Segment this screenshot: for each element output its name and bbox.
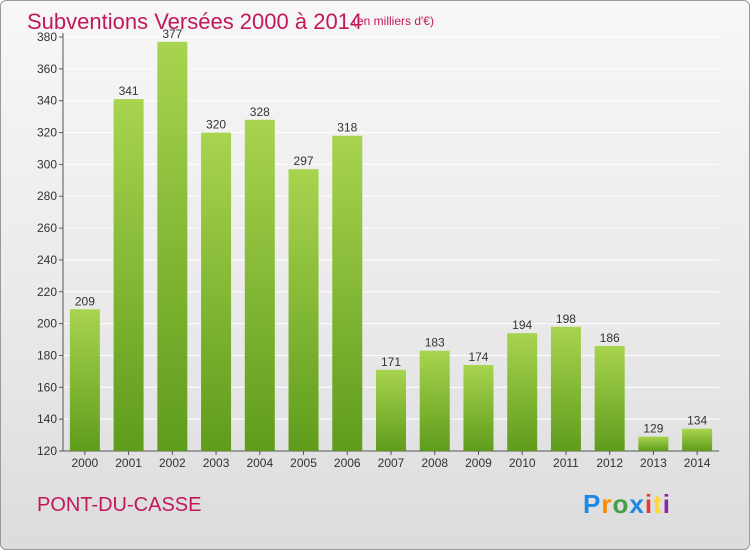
bar-2002 [157,41,188,452]
x-tick-label: 2014 [684,456,711,470]
bar-2007 [376,369,406,451]
chart-title: Subventions Versées 2000 à 2014 [27,9,363,34]
data-label: 171 [381,355,401,369]
y-tick-label: 180 [37,348,57,362]
bar-2011 [550,326,581,451]
bar-2004 [244,119,275,452]
bar-2008 [419,350,450,451]
chart-subtitle: (en milliers d'€) [353,14,434,28]
bar-2003 [201,132,232,452]
logo-letter: P [583,489,602,519]
bar-2001 [113,99,144,451]
bar-2009 [463,365,494,451]
commune-name: PONT-DU-CASSE [37,494,202,516]
x-tick-label: 2005 [290,456,317,470]
logo-letter: o [612,489,630,519]
y-tick-label: 240 [37,253,57,267]
data-label: 209 [75,294,95,308]
x-tick-label: 2000 [72,456,99,470]
data-label: 320 [206,118,226,132]
y-tick-label: 120 [37,444,57,458]
y-tick-label: 320 [37,126,57,140]
x-tick-label: 2013 [640,456,667,470]
y-tick-label: 160 [37,380,57,394]
y-tick-label: 220 [37,285,57,299]
x-tick-label: 2008 [421,456,448,470]
logo-letter: x [629,489,645,519]
logo-letter: r [601,489,613,519]
bar-2012 [594,345,625,451]
data-labels: 209 341 377 320 328 297 318 171 183 174 194 198 186 1… [75,27,708,436]
logo-letter: i [662,489,671,519]
data-label: 174 [468,350,488,364]
y-tick-label: 360 [37,62,57,76]
data-label: 134 [687,414,707,428]
data-label: 183 [425,336,445,350]
bar-2014 [682,428,713,451]
data-label: 194 [512,318,532,332]
x-tick-label: 2009 [465,456,492,470]
bar-2005 [288,169,319,451]
x-tick-label: 2006 [334,456,361,470]
x-tick-label: 2007 [378,456,405,470]
y-tick-label: 260 [37,221,57,235]
x-tick-label: 2004 [246,456,273,470]
bar-2013 [638,436,669,451]
bar-2006 [332,135,363,451]
data-label: 341 [119,84,139,98]
bar-2000 [69,309,100,451]
data-label: 186 [600,331,620,345]
y-tick-label: 340 [37,94,57,108]
logo-letter: t [653,489,663,519]
bars [69,41,713,452]
data-label: 377 [162,27,182,41]
x-tick-label: 2003 [203,456,230,470]
data-label: 129 [643,422,663,436]
x-tick-label: 2011 [553,456,579,470]
proxiti-logo: Proxiti [583,489,671,520]
x-tick-label: 2012 [596,456,623,470]
x-tick-label: 2010 [509,456,536,470]
bar-2010 [507,333,538,451]
logo-letter: i [644,489,654,519]
y-tick-label: 380 [37,30,57,44]
y-tick-label: 280 [37,189,57,203]
y-tick-label: 140 [37,412,57,426]
data-label: 318 [337,121,357,135]
data-label: 328 [250,105,270,119]
y-tick-label: 300 [37,157,57,171]
data-label: 297 [294,154,314,168]
x-tick-label: 2001 [115,456,142,470]
x-tick-label: 2002 [159,456,186,470]
y-tick-label: 200 [37,317,57,331]
data-label: 198 [556,312,576,326]
